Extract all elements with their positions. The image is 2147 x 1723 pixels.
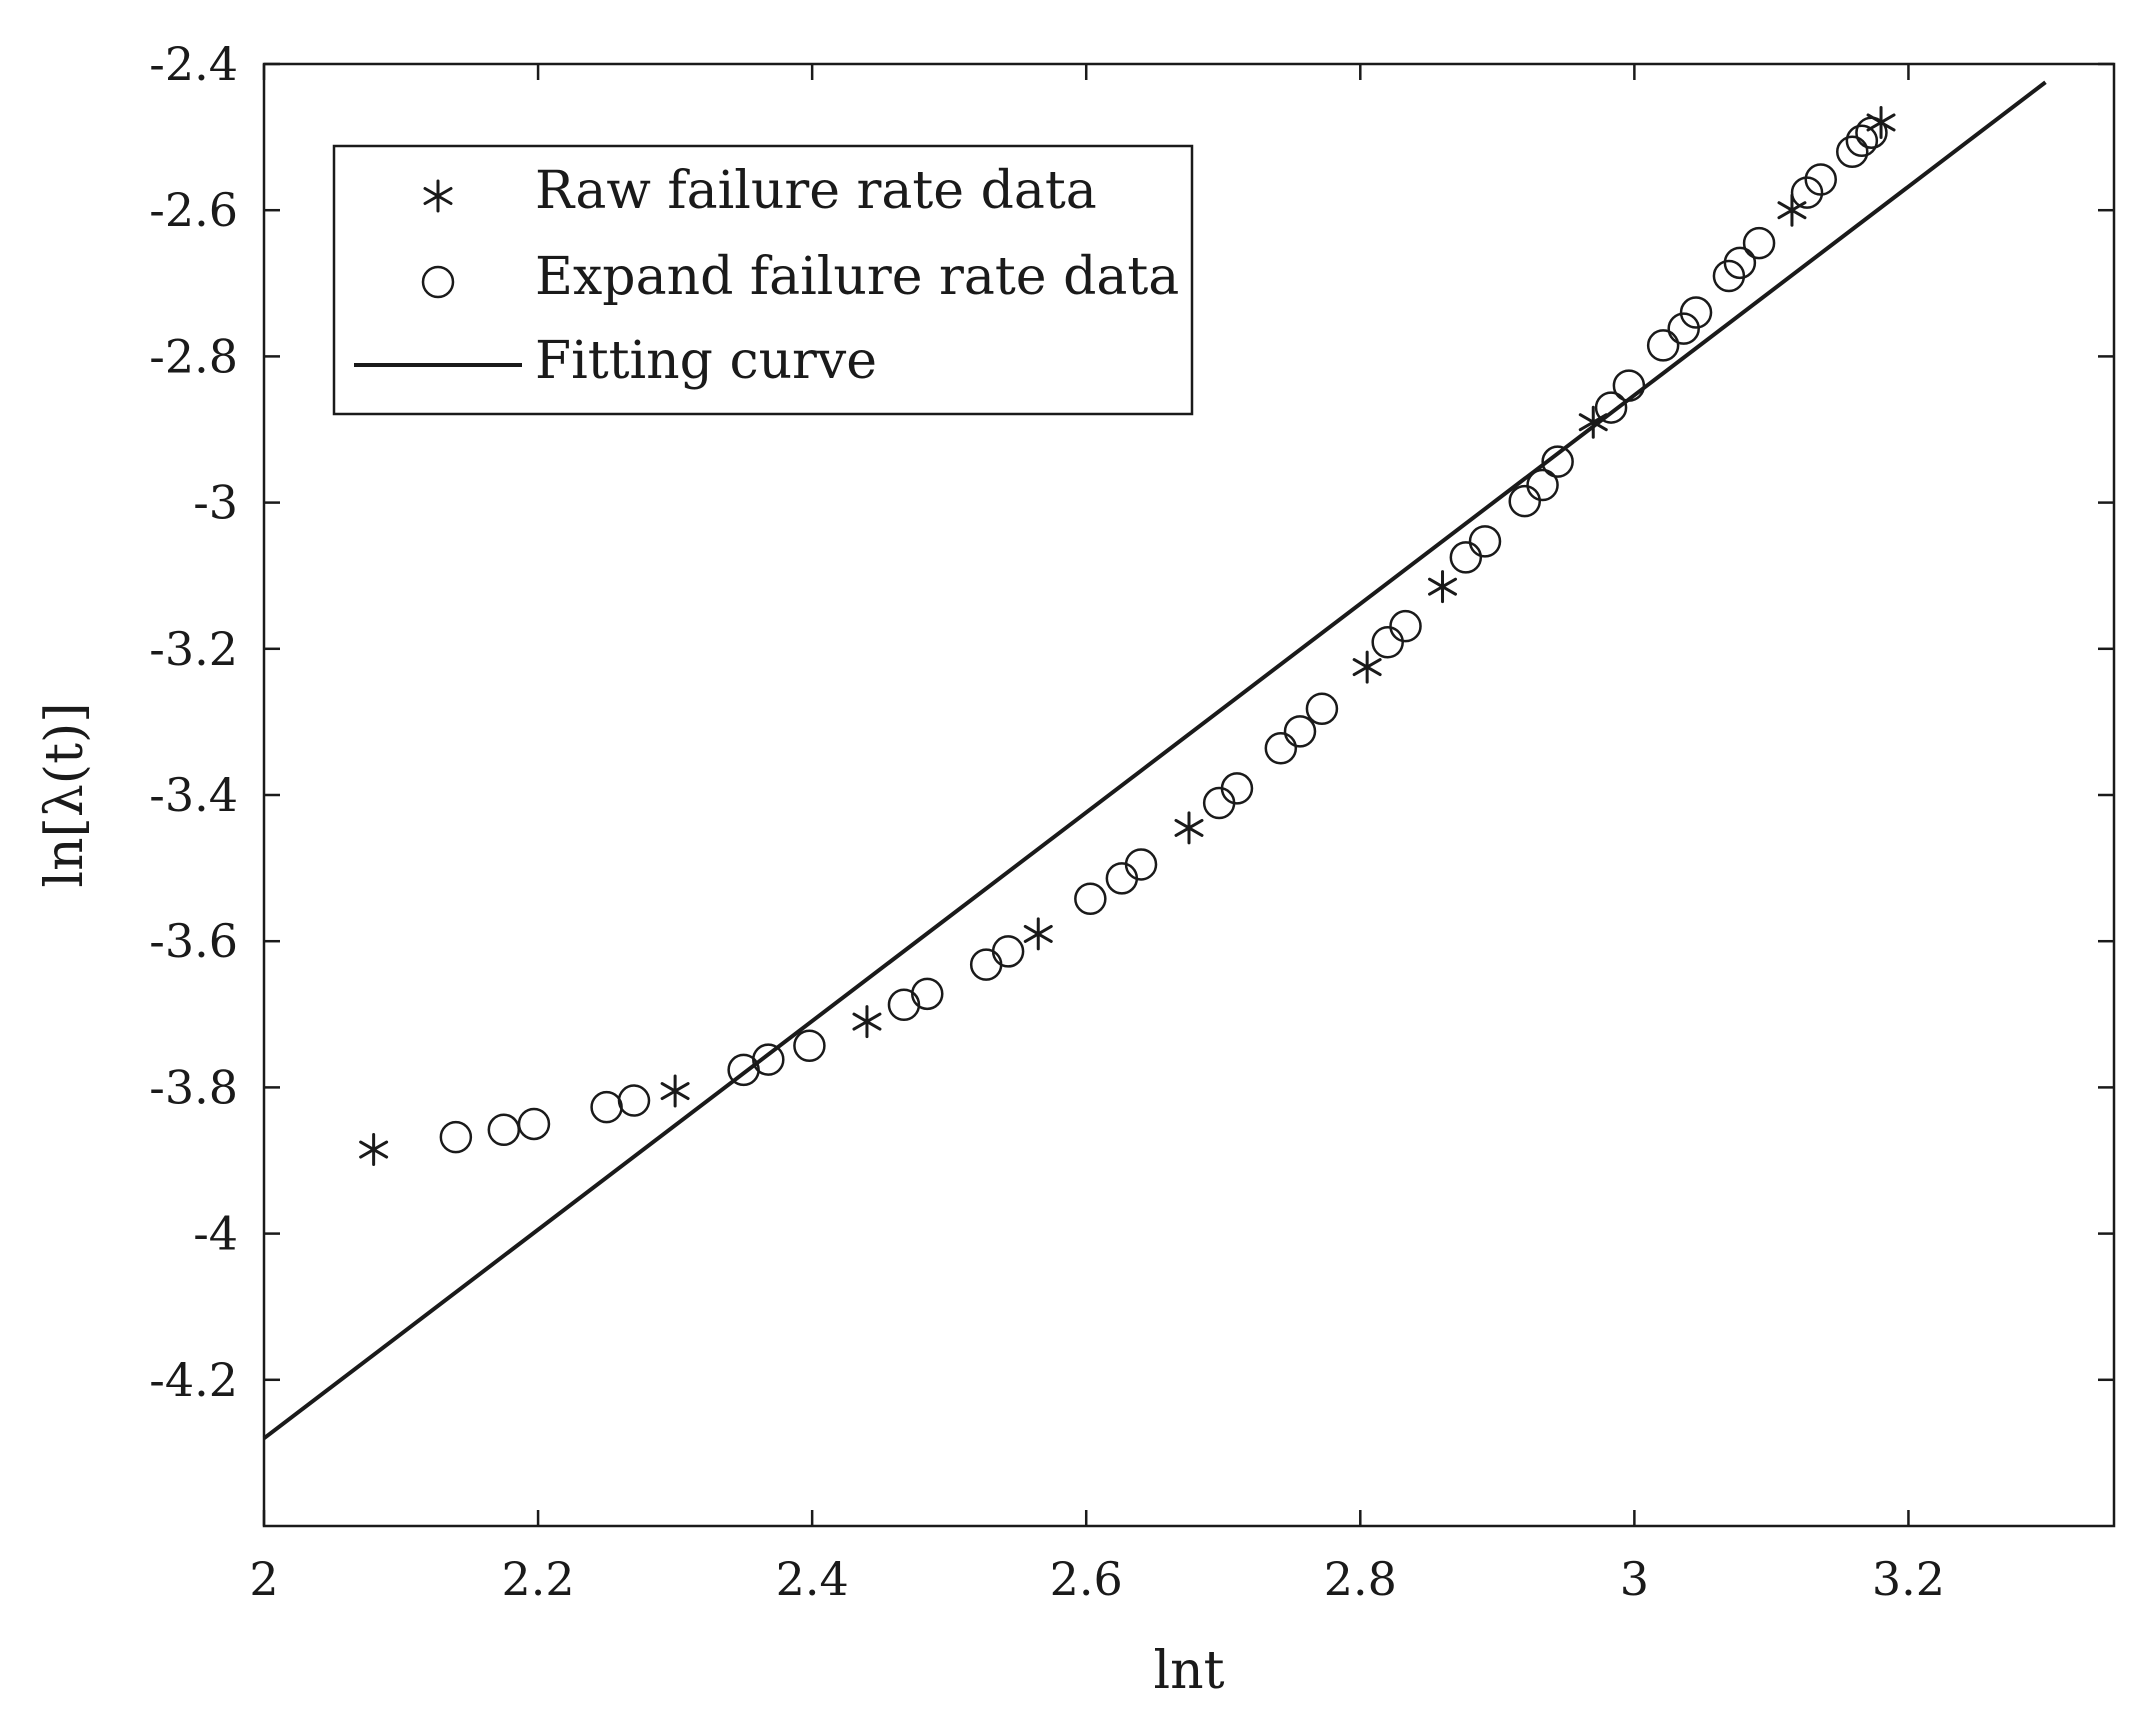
expand-data-point (1541, 445, 1574, 478)
expand-data-point (1667, 312, 1700, 345)
x-tick-label: 3 (1620, 1552, 1649, 1606)
expand-data-point (1508, 484, 1541, 518)
legend-label-raw: Raw failure rate data (535, 161, 1097, 221)
expand-data-point (887, 988, 921, 1022)
y-tick-label: -3.2 (149, 622, 238, 676)
legend-label-expand: Expand failure rate data (535, 247, 1179, 307)
expand-data-point (1468, 525, 1502, 558)
raw-data-point (359, 1133, 389, 1167)
expand-data-point (1449, 541, 1483, 574)
y-tick-label: -3.6 (149, 914, 238, 968)
y-tick-label: -4 (193, 1207, 238, 1261)
x-tick-label: 2.6 (1050, 1552, 1123, 1606)
expand-data-point (1283, 715, 1317, 748)
x-tick-label: 2.8 (1324, 1552, 1397, 1606)
raw-data-point (1023, 917, 1053, 951)
expand-data-point (1074, 882, 1107, 916)
raw-data-point (660, 1074, 690, 1108)
expand-data-point (752, 1043, 785, 1076)
expand-data-point (439, 1120, 473, 1154)
raw-data-point (852, 1005, 882, 1039)
x-tick-label: 3.2 (1872, 1552, 1945, 1606)
legend-asterisk-glyph (423, 179, 453, 213)
fitting-curve-line (262, 80, 2047, 1440)
raw-data-point (1352, 650, 1382, 684)
expand-data-point (590, 1090, 623, 1124)
expand-data-point (1742, 226, 1776, 260)
expand-data-point (1389, 609, 1422, 643)
expand-data-point (969, 948, 1003, 981)
expand-data-point (1371, 625, 1404, 659)
y-tick-label: -3.8 (149, 1060, 238, 1114)
legend: Raw failure rate data Expand failure rat… (332, 144, 1194, 416)
x-tick-label: 2.2 (501, 1552, 574, 1606)
y-tick-label: -2.4 (149, 37, 238, 91)
y-tick-label: -2.6 (149, 183, 238, 237)
plot-marks (262, 80, 2047, 1440)
expand-data-point (793, 1029, 826, 1062)
axis-ticks: 2 2.2 2.4 2.6 2.8 3 3.2 -4.2 -4 -3.8 -3.6 -3.4 -3.2 -… (149, 37, 2114, 1606)
expand-data-point (1305, 692, 1339, 725)
expand-data-point (1723, 246, 1757, 280)
expand-data-point (487, 1113, 521, 1147)
y-tick-label: -4.2 (149, 1353, 238, 1407)
raw-data-point (1174, 811, 1204, 845)
expand-data-point (1845, 124, 1879, 158)
expand-data-point (1836, 135, 1869, 168)
expand-data-point (1594, 391, 1628, 424)
expand-data-point (1264, 731, 1298, 765)
x-tick-label: 2 (249, 1552, 278, 1606)
expand-data-point (1646, 329, 1680, 362)
raw-data-point (1428, 570, 1458, 604)
legend-circle-marker (421, 265, 455, 299)
expand-data-point (517, 1107, 551, 1141)
y-axis-label: ln[λ(t)] (35, 702, 95, 887)
expand-data-point (1220, 772, 1254, 805)
expand-data-point (1526, 468, 1559, 502)
y-tick-label: -3.4 (149, 768, 238, 822)
raw-data-point (1578, 405, 1608, 439)
expand-data-point (1804, 163, 1837, 196)
expand-data-point (1712, 259, 1746, 293)
expand-data-point (1105, 862, 1139, 895)
expand-data-point (1612, 369, 1646, 402)
expand-data-point (617, 1084, 651, 1117)
x-axis-label: lnt (1153, 1641, 1224, 1701)
expand-data-point (1679, 296, 1713, 329)
x-tick-label: 2.4 (776, 1552, 849, 1606)
raw-data-point (1777, 193, 1807, 227)
expand-data-point (911, 977, 944, 1011)
legend-label-fit: Fitting curve (535, 331, 877, 391)
legend-box (332, 144, 1194, 416)
legend-asterisk-marker (423, 179, 453, 213)
expand-data-point (1202, 786, 1236, 820)
y-tick-label: -3 (193, 476, 238, 530)
raw-data-point (1866, 105, 1896, 139)
expand-data-point (991, 935, 1025, 968)
expand-data-point (1124, 848, 1158, 881)
y-tick-label: -2.8 (149, 329, 238, 383)
